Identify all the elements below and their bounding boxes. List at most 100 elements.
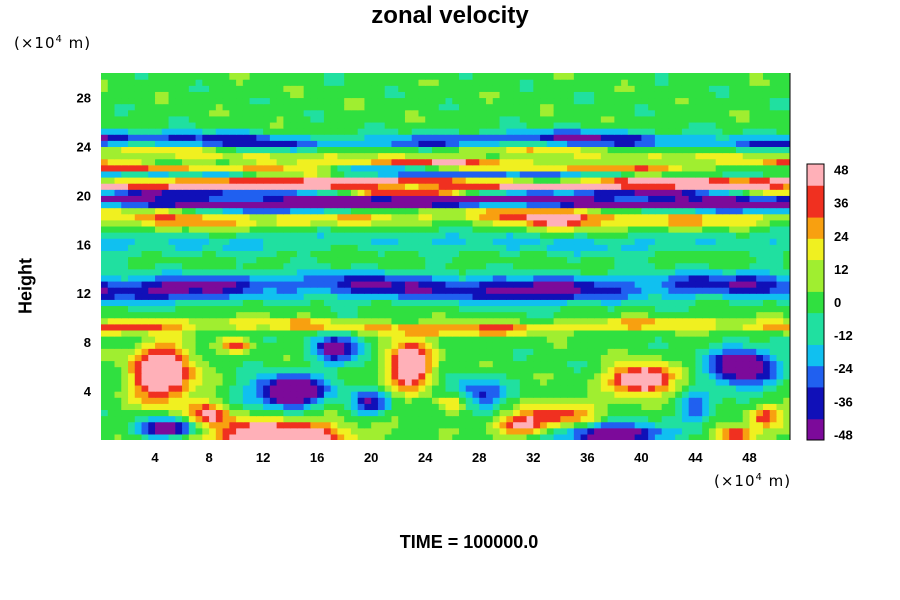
- heatmap-cell: [337, 219, 345, 227]
- heatmap-cell: [526, 225, 534, 233]
- heatmap-cell: [526, 384, 534, 392]
- heatmap-cell: [141, 397, 149, 404]
- heatmap-cell: [587, 378, 595, 386]
- heatmap-cell: [141, 268, 149, 276]
- heatmap-cell: [756, 397, 764, 404]
- heatmap-cell: [594, 378, 602, 386]
- heatmap-cell: [438, 152, 447, 160]
- heatmap-cell: [411, 342, 420, 349]
- heatmap-cell: [431, 256, 440, 264]
- heatmap-cell: [128, 415, 136, 423]
- heatmap-cell: [553, 336, 561, 343]
- heatmap-cell: [533, 250, 541, 258]
- heatmap-cell: [249, 342, 257, 349]
- heatmap-cell: [769, 268, 778, 276]
- heatmap-cell: [215, 158, 224, 166]
- heatmap-cell: [188, 183, 197, 190]
- heatmap-cell: [155, 409, 163, 417]
- heatmap-cell: [141, 372, 149, 380]
- heatmap-cell: [182, 342, 190, 349]
- heatmap-cell: [195, 201, 203, 209]
- heatmap-cell: [634, 293, 642, 300]
- heatmap-cell: [222, 323, 230, 331]
- heatmap-cell: [391, 244, 399, 251]
- heatmap-cell: [236, 427, 244, 435]
- heatmap-cell: [371, 201, 379, 209]
- heatmap-cell: [722, 433, 730, 440]
- heatmap-cell: [749, 213, 757, 221]
- heatmap-cell: [229, 262, 237, 270]
- heatmap-cell: [735, 384, 744, 392]
- heatmap-cell: [195, 262, 203, 270]
- heatmap-cell: [708, 232, 717, 239]
- heatmap-cell: [283, 329, 291, 337]
- heatmap-cell: [668, 372, 676, 380]
- heatmap-cell: [161, 268, 170, 276]
- heatmap-cell: [411, 366, 420, 374]
- heatmap-cell: [445, 274, 453, 282]
- heatmap-cell: [290, 433, 298, 440]
- heatmap-cell: [722, 305, 730, 313]
- heatmap-cell: [688, 360, 697, 368]
- heatmap-cell: [303, 140, 311, 147]
- heatmap-cell: [222, 164, 230, 172]
- heatmap-cell: [121, 391, 129, 398]
- heatmap-cell: [641, 409, 649, 417]
- heatmap-cell: [148, 354, 156, 362]
- heatmap-cell: [621, 354, 629, 362]
- heatmap-cell: [668, 299, 676, 307]
- heatmap-cell: [587, 195, 595, 203]
- heatmap-cell: [371, 384, 379, 392]
- heatmap-cell: [371, 280, 379, 288]
- heatmap-cell: [431, 158, 440, 166]
- heatmap-cell: [465, 189, 474, 196]
- heatmap-cell: [486, 378, 494, 386]
- heatmap-cell: [263, 403, 271, 411]
- heatmap-cell: [621, 152, 629, 160]
- heatmap-cell: [499, 268, 507, 276]
- heatmap-cell: [519, 183, 528, 190]
- heatmap-cell: [749, 195, 757, 203]
- heatmap-cell: [303, 415, 311, 423]
- heatmap-cell: [404, 366, 413, 374]
- heatmap-cell: [776, 397, 784, 404]
- heatmap-cell: [506, 378, 514, 386]
- heatmap-cell: [675, 152, 683, 160]
- heatmap-cell: [607, 287, 615, 294]
- heatmap-cell: [344, 195, 352, 203]
- heatmap-cell: [762, 201, 771, 209]
- heatmap-cell: [762, 274, 771, 282]
- heatmap-cell: [155, 348, 163, 355]
- heatmap-cell: [161, 366, 170, 374]
- heatmap-cell: [337, 421, 345, 429]
- heatmap-cell: [580, 268, 588, 276]
- heatmap-cell: [242, 372, 251, 380]
- heatmap-cell: [404, 250, 413, 258]
- heatmap-cell: [560, 232, 568, 239]
- heatmap-cell: [634, 433, 642, 440]
- heatmap-cell: [513, 274, 521, 282]
- heatmap-cell: [661, 342, 670, 349]
- heatmap-cell: [350, 238, 359, 245]
- heatmap-cell: [438, 305, 447, 313]
- heatmap-cell: [296, 280, 305, 288]
- heatmap-cell: [290, 293, 298, 300]
- heatmap-cell: [148, 421, 156, 429]
- heatmap-cell: [114, 372, 122, 380]
- heatmap-cell: [107, 262, 116, 270]
- heatmap-cell: [411, 225, 420, 233]
- heatmap-cell: [445, 287, 453, 294]
- heatmap-cell: [155, 274, 163, 282]
- heatmap-cell: [202, 268, 210, 276]
- heatmap-cell: [762, 329, 771, 337]
- heatmap-cell: [209, 317, 217, 325]
- heatmap-cell: [263, 238, 271, 245]
- heatmap-cell: [459, 158, 467, 166]
- heatmap-cell: [222, 219, 230, 227]
- heatmap-cell: [506, 317, 514, 325]
- heatmap-cell: [729, 293, 737, 300]
- heatmap-cell: [377, 427, 386, 435]
- heatmap-cell: [121, 336, 129, 343]
- heatmap-cell: [323, 195, 332, 203]
- heatmap-cell: [641, 176, 649, 184]
